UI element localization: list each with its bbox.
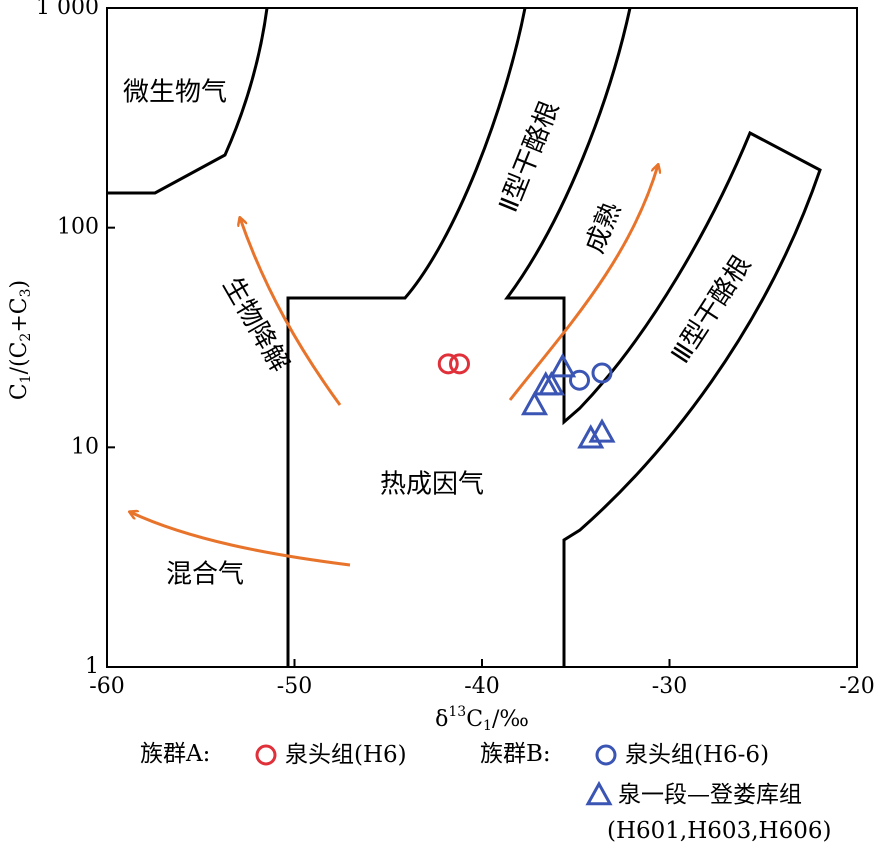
x-tick-label: -60 — [89, 674, 124, 699]
legend-label: 泉一段—登娄库组 — [618, 782, 802, 808]
y-tick-label: 1 000 — [36, 0, 99, 20]
x-tick-label: -40 — [464, 674, 499, 699]
data-point — [549, 352, 577, 378]
y-label-part: 3 — [18, 288, 34, 297]
y-label-part: 2 — [18, 333, 34, 342]
y-axis-label: C1/(C2+C3) — [7, 280, 34, 400]
region-label: 热成因气 — [380, 470, 484, 500]
legend-label: 泉头组(H6) — [285, 742, 407, 768]
y-tick-label: 10 — [71, 434, 99, 459]
trend-arrow — [240, 218, 342, 406]
y-label-part: +C — [7, 297, 32, 332]
region-label: 生物降解 — [216, 272, 294, 377]
region-label: Ⅱ型干酪根 — [494, 97, 566, 217]
trend-arrow — [508, 165, 658, 401]
data-point — [449, 353, 470, 375]
region-boundary — [107, 7, 269, 195]
x-label-part: /‰ — [492, 707, 529, 732]
x-label-part: 1 — [483, 718, 492, 734]
x-label-part: 13 — [448, 704, 466, 720]
legend-marker — [255, 744, 277, 766]
legend-label: (H601,H603,H606) — [607, 818, 831, 844]
x-tick-label: -30 — [652, 674, 687, 699]
data-point — [588, 418, 616, 443]
legend-group: 族群B: — [480, 741, 551, 767]
x-label-part: C — [466, 707, 483, 732]
x-axis-label: δ13C1/‰ — [435, 704, 529, 734]
data-point — [537, 371, 565, 396]
y-label-part: /(C — [7, 342, 32, 375]
trend-arrow — [130, 512, 351, 567]
y-tick-label: 1 — [85, 654, 99, 679]
y-label-part: C — [7, 383, 32, 400]
region-label: 微生物气 — [123, 78, 227, 108]
data-point — [577, 424, 605, 449]
y-label-part: 1 — [18, 374, 34, 383]
legend-marker — [595, 744, 617, 766]
x-label-part: δ — [435, 707, 448, 732]
region-boundary — [286, 7, 527, 667]
region-label: Ⅲ型干酪根 — [666, 250, 758, 369]
x-tick-label: -50 — [277, 674, 312, 699]
data-point — [520, 390, 549, 416]
y-tick-label: 100 — [57, 215, 99, 240]
y-label-part: ) — [7, 280, 32, 289]
legend-marker — [585, 780, 613, 806]
legend-label: 泉头组(H6-6) — [625, 742, 769, 768]
data-point — [591, 362, 613, 384]
data-point — [437, 353, 459, 375]
data-point — [569, 369, 590, 391]
x-tick-label: -20 — [839, 674, 874, 699]
region-label: 混合气 — [166, 560, 244, 590]
legend-group: 族群A: — [140, 741, 210, 767]
region-boundary — [504, 7, 822, 667]
